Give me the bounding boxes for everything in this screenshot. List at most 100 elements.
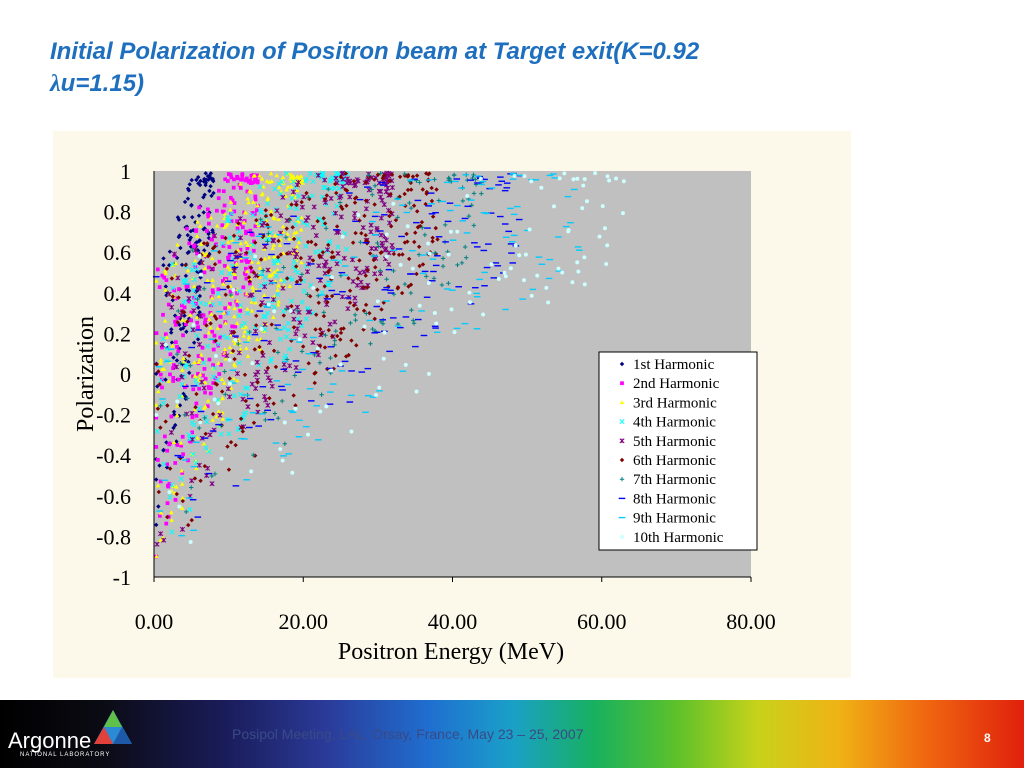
data-point-6	[228, 439, 234, 445]
data-point-6	[289, 303, 294, 309]
data-point-6	[314, 312, 319, 317]
data-point-5	[166, 291, 172, 297]
data-point-5	[191, 308, 197, 314]
data-point-3	[170, 343, 175, 348]
x-tick-label: 40.00	[428, 609, 478, 634]
data-point-7	[236, 341, 241, 347]
data-point-6	[201, 241, 207, 246]
data-point-4	[161, 461, 167, 467]
data-point-6	[388, 224, 394, 229]
data-point-9	[310, 336, 317, 339]
data-point-9	[281, 360, 289, 363]
data-point-8	[446, 202, 454, 204]
data-point-3	[290, 192, 295, 197]
data-point-1	[203, 171, 208, 176]
data-point-10	[188, 540, 193, 544]
data-point-6	[338, 337, 343, 342]
data-point-9	[532, 179, 540, 181]
data-point-10	[614, 176, 618, 181]
data-point-5	[386, 250, 392, 256]
data-point-9	[564, 195, 572, 198]
data-point-6	[278, 252, 284, 257]
data-point-10	[513, 243, 518, 248]
data-point-5	[190, 327, 196, 333]
data-point-2	[154, 331, 159, 335]
data-point-4	[242, 385, 248, 391]
data-point-3	[171, 439, 177, 444]
data-point-1	[191, 340, 197, 345]
data-point-2	[164, 521, 169, 526]
data-point-3	[221, 281, 226, 286]
data-point-8	[414, 199, 422, 202]
data-point-2	[167, 481, 172, 486]
data-point-2	[197, 386, 201, 391]
data-point-10	[605, 174, 610, 179]
data-point-2	[158, 372, 163, 377]
data-point-2	[175, 443, 180, 447]
data-point-3	[294, 188, 300, 193]
data-point-9	[329, 383, 337, 385]
data-point-8	[490, 277, 498, 279]
data-point-3	[257, 274, 262, 279]
data-point-5	[168, 429, 174, 435]
data-point-8	[501, 223, 509, 225]
data-point-1	[201, 179, 207, 184]
data-point-4	[227, 235, 233, 241]
data-point-9	[483, 212, 491, 215]
data-point-9	[419, 272, 427, 275]
data-point-10	[467, 290, 472, 295]
data-point-8	[194, 516, 202, 518]
data-point-9	[403, 211, 411, 214]
data-point-9	[289, 411, 297, 414]
data-point-4	[275, 257, 281, 263]
data-point-9	[164, 360, 172, 362]
data-point-2	[216, 196, 221, 201]
data-point-6	[389, 172, 395, 177]
data-point-2	[210, 329, 215, 334]
data-point-2	[203, 334, 208, 339]
data-point-10	[522, 278, 527, 283]
data-point-4	[303, 243, 309, 249]
data-point-5	[234, 370, 240, 377]
data-point-10	[522, 174, 527, 179]
data-point-6	[269, 322, 274, 327]
data-point-8	[247, 231, 254, 234]
data-point-2	[206, 265, 211, 270]
data-point-6	[373, 265, 378, 270]
data-point-2	[180, 470, 185, 475]
data-point-2	[241, 285, 246, 290]
data-point-9	[232, 242, 240, 244]
data-point-8	[435, 236, 443, 238]
data-point-2	[244, 231, 248, 236]
data-point-7	[287, 218, 292, 223]
data-point-6	[244, 250, 249, 256]
data-point-2	[253, 194, 258, 199]
data-point-8	[379, 319, 387, 321]
data-point-3	[299, 215, 304, 220]
data-point-5	[386, 261, 392, 267]
data-point-6	[320, 250, 326, 255]
data-point-1	[169, 327, 174, 332]
data-point-9	[428, 203, 435, 205]
data-point-8	[373, 305, 381, 308]
data-point-3	[278, 277, 284, 282]
data-point-1	[183, 273, 189, 279]
data-point-8	[472, 286, 479, 289]
data-point-3	[266, 255, 272, 260]
data-point-5	[280, 285, 286, 291]
data-point-3	[272, 269, 277, 274]
data-point-6	[186, 353, 192, 358]
data-point-1	[203, 182, 208, 188]
data-point-1	[187, 182, 192, 187]
data-point-1	[201, 227, 206, 232]
data-point-2	[227, 245, 232, 249]
data-point-6	[281, 313, 287, 318]
data-point-9	[155, 366, 163, 368]
data-point-2	[253, 224, 258, 228]
data-point-6	[402, 240, 408, 245]
data-point-4	[169, 261, 175, 267]
data-point-7	[212, 471, 218, 477]
data-point-10	[198, 272, 203, 277]
data-point-5	[173, 364, 179, 370]
data-point-5	[352, 210, 358, 216]
